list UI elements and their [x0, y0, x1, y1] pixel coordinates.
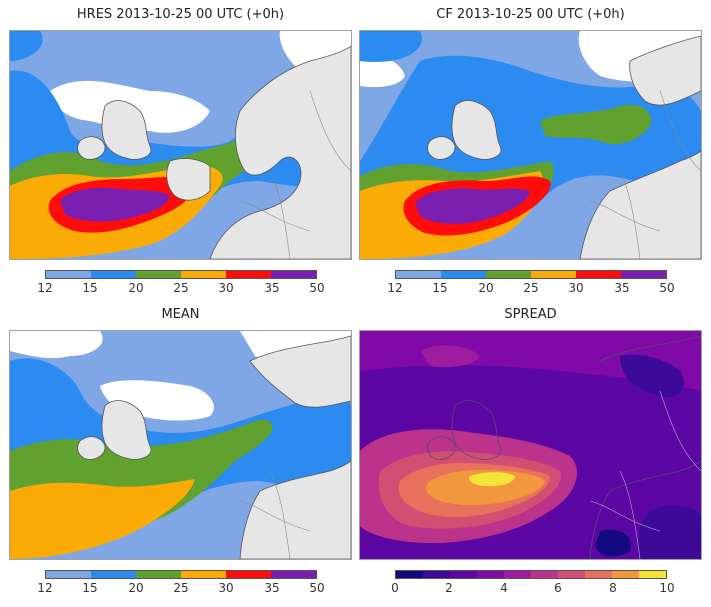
spread-band [469, 472, 515, 487]
colorbar-tick: 25 [173, 581, 189, 595]
colorbar-tick: 6 [554, 581, 562, 595]
borders [589, 90, 701, 259]
colorbar-segment [271, 271, 316, 278]
land [77, 335, 351, 559]
calm-area [360, 56, 405, 88]
colorbar-tick: 15 [432, 281, 448, 295]
colorbar-segment [226, 571, 271, 578]
colorbar-tick: 4 [500, 581, 508, 595]
colorbar-segment [91, 271, 136, 278]
colorbar-segment [504, 571, 531, 578]
land [427, 335, 701, 559]
colorbar-tick: 30 [218, 281, 234, 295]
colorbar-segment [396, 571, 423, 578]
colorbar-segment [46, 571, 91, 578]
panel-spread: SPREAD [359, 300, 702, 597]
colorbar-segment [46, 271, 91, 278]
colorbar-tick: 15 [82, 281, 98, 295]
panel-title: HRES 2013-10-25 00 UTC (+0h) [76, 7, 285, 22]
colorbar-tick: 2 [445, 581, 453, 595]
colorbar-segment [486, 271, 531, 278]
wind-band-35-50 [415, 188, 530, 224]
colorbar-tick: 35 [264, 581, 280, 595]
colorbar-ticks: 12 15 20 25 30 35 50 [37, 581, 324, 597]
colorbar-segment [558, 571, 585, 578]
map-mean[interactable] [9, 330, 352, 560]
wind-band-20-25 [540, 104, 651, 145]
colorbar-segment [612, 571, 639, 578]
colorbar-ticks: 0 2 4 6 8 10 [391, 581, 674, 597]
colorbar-segment [576, 271, 621, 278]
colorbar-tick: 50 [659, 281, 675, 295]
colorbar-segment [423, 571, 450, 578]
wind-band-35-50 [60, 187, 170, 222]
colorbar-spread [395, 570, 667, 579]
colorbar-segment [531, 571, 558, 578]
colorbar-segment [181, 571, 226, 578]
colorbar-tick: 20 [478, 281, 494, 295]
colorbar-tick: 25 [173, 281, 189, 295]
colorbar-segment [585, 571, 612, 578]
panel-title: SPREAD [504, 307, 557, 322]
colorbar-segment [271, 571, 316, 578]
colorbar-tick: 12 [37, 281, 53, 295]
land [77, 45, 351, 259]
colorbar-ticks: 12 15 20 25 30 35 50 [387, 281, 674, 297]
spread-band [638, 505, 701, 559]
colorbar-tick: 8 [609, 581, 617, 595]
colorbar-wind [45, 570, 317, 579]
panel-title: MEAN [161, 307, 200, 322]
wind-band-25-30 [10, 479, 195, 559]
map-cf[interactable] [359, 30, 702, 260]
borders [239, 470, 311, 559]
panel-cf: CF 2013-10-25 00 UTC (+0h) [359, 0, 702, 297]
colorbar-wind [395, 270, 667, 279]
colorbar-tick: 50 [309, 581, 325, 595]
colorbar-tick: 50 [309, 281, 325, 295]
borders [589, 390, 701, 559]
colorbar-segment [639, 571, 666, 578]
colorbar-tick: 30 [218, 581, 234, 595]
map-hres[interactable] [9, 30, 352, 260]
spread-band [595, 529, 631, 557]
spread-band [425, 470, 545, 506]
panel-hres: HRES 2013-10-25 00 UTC (+0h) [9, 0, 352, 297]
colorbar-segment [450, 571, 477, 578]
wind-band-15-20 [10, 31, 43, 61]
colorbar-segment [621, 271, 666, 278]
colorbar-segment [531, 271, 576, 278]
borders [239, 90, 351, 259]
colorbar-tick: 10 [659, 581, 675, 595]
colorbar-tick: 12 [37, 581, 53, 595]
colorbar-tick: 20 [128, 581, 144, 595]
colorbar-segment [91, 571, 136, 578]
map-spread[interactable] [359, 330, 702, 560]
colorbar-tick: 35 [614, 281, 630, 295]
land [427, 35, 701, 259]
colorbar-tick: 15 [82, 581, 98, 595]
panel-title: CF 2013-10-25 00 UTC (+0h) [436, 7, 625, 22]
colorbar-tick: 35 [264, 281, 280, 295]
colorbar-segment [477, 571, 504, 578]
colorbar-segment [441, 271, 486, 278]
colorbar-wind [45, 270, 317, 279]
colorbar-segment [181, 271, 226, 278]
colorbar-segment [136, 271, 181, 278]
colorbar-tick: 12 [387, 281, 403, 295]
spread-band [420, 345, 480, 368]
panel-mean: MEAN 12 [9, 300, 352, 597]
colorbar-tick: 0 [391, 581, 399, 595]
wind-band-15-20 [360, 31, 422, 62]
colorbar-segment [226, 271, 271, 278]
colorbar-tick: 25 [523, 281, 539, 295]
colorbar-tick: 20 [128, 281, 144, 295]
colorbar-segment [396, 271, 441, 278]
spread-band [620, 354, 684, 397]
colorbar-tick: 30 [568, 281, 584, 295]
colorbar-segment [136, 571, 181, 578]
calm-area [10, 331, 103, 359]
colorbar-ticks: 12 15 20 25 30 35 50 [37, 281, 324, 297]
